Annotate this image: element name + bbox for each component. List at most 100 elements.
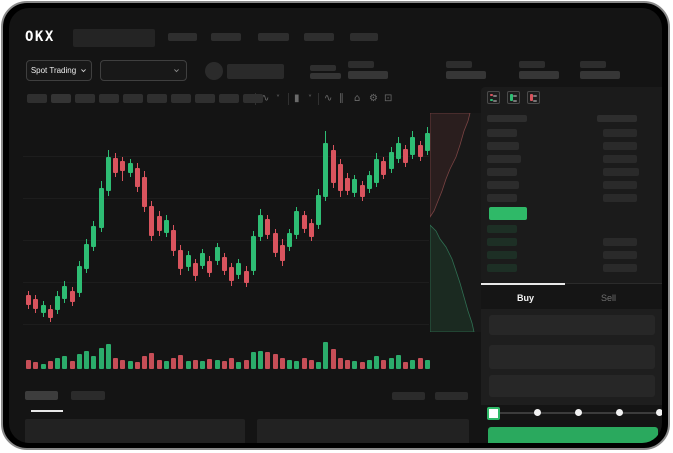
candle bbox=[424, 133, 430, 151]
placeholder-bar bbox=[580, 71, 620, 79]
candle bbox=[294, 211, 300, 235]
slider-stop-dot[interactable] bbox=[656, 409, 662, 416]
volume-bar bbox=[366, 360, 372, 369]
order-book-view-bids-icon[interactable] bbox=[507, 91, 520, 104]
bid-amount-bar bbox=[603, 238, 637, 246]
volume-bar bbox=[120, 360, 126, 369]
volume-bar bbox=[26, 360, 31, 369]
chevron-down-icon bbox=[81, 69, 87, 73]
chevron-down-icon[interactable]: ˅ bbox=[276, 94, 280, 103]
bid-price-bar bbox=[487, 264, 517, 272]
price-input[interactable] bbox=[489, 315, 655, 335]
slider-handle[interactable] bbox=[487, 407, 500, 420]
volume-bar bbox=[171, 358, 176, 369]
chart-gridline bbox=[23, 198, 429, 199]
volume-bar bbox=[91, 356, 97, 369]
candle bbox=[127, 163, 133, 173]
last-price-badge[interactable] bbox=[489, 207, 527, 220]
candle bbox=[330, 150, 336, 183]
candle bbox=[265, 219, 271, 235]
slider-stop-dot[interactable] bbox=[534, 409, 541, 416]
candle bbox=[374, 159, 379, 183]
volume-bar bbox=[250, 352, 256, 369]
placeholder-bar[interactable] bbox=[195, 94, 215, 103]
volume-bar bbox=[381, 360, 387, 369]
volume-bar bbox=[272, 354, 278, 369]
order-book-view-asks-icon[interactable] bbox=[527, 91, 540, 104]
placeholder-bar[interactable] bbox=[123, 94, 143, 103]
placeholder-bar[interactable] bbox=[99, 94, 119, 103]
candle bbox=[55, 296, 60, 310]
placeholder-bar[interactable] bbox=[51, 94, 71, 103]
amount-input[interactable] bbox=[489, 345, 655, 369]
volume-bar bbox=[316, 362, 321, 369]
volume-bar bbox=[388, 358, 394, 369]
total-input[interactable] bbox=[489, 375, 655, 397]
buy-submit-button[interactable] bbox=[488, 427, 658, 443]
candle bbox=[105, 157, 111, 191]
placeholder-bar bbox=[446, 61, 472, 68]
placeholder-bar bbox=[580, 61, 606, 68]
screenshot-icon[interactable]: ⌂ bbox=[354, 93, 361, 104]
line-chart-icon[interactable]: ∿ bbox=[261, 93, 270, 104]
placeholder-bar bbox=[350, 33, 378, 41]
placeholder-bar[interactable] bbox=[147, 94, 167, 103]
volume-bar bbox=[178, 355, 184, 369]
candle bbox=[178, 250, 184, 269]
placeholder-bar bbox=[519, 61, 545, 68]
placeholder-bar[interactable] bbox=[243, 94, 263, 103]
market-type-dropdown[interactable]: Spot Trading bbox=[26, 60, 92, 81]
slider-stop-dot[interactable] bbox=[575, 409, 582, 416]
candle bbox=[76, 266, 82, 293]
candle bbox=[156, 216, 162, 231]
candle bbox=[171, 230, 176, 251]
placeholder-bar[interactable] bbox=[75, 94, 95, 103]
placeholder-bar[interactable] bbox=[171, 94, 191, 103]
bid-price-bar bbox=[487, 238, 517, 246]
placeholder-bar bbox=[348, 61, 374, 68]
candle-type-icon[interactable]: ▮ bbox=[294, 93, 300, 104]
candle bbox=[287, 233, 292, 247]
volume-bar bbox=[134, 362, 140, 369]
candle bbox=[258, 215, 263, 237]
amount-slider[interactable] bbox=[481, 405, 662, 421]
candle bbox=[192, 263, 198, 276]
settings-gear-icon[interactable]: ⚙ bbox=[369, 93, 378, 104]
tab-buy[interactable]: Buy bbox=[517, 293, 535, 303]
volume-bar bbox=[337, 358, 343, 369]
toolbar-divider bbox=[288, 93, 289, 105]
candle bbox=[229, 267, 234, 281]
pair-selector-dropdown[interactable] bbox=[100, 60, 187, 81]
candle bbox=[33, 299, 39, 309]
volume-bar bbox=[221, 361, 227, 369]
candle bbox=[113, 158, 118, 173]
placeholder-bar bbox=[310, 65, 336, 71]
bid-price-bar bbox=[487, 251, 517, 259]
placeholder-bar bbox=[258, 33, 289, 41]
indicators-icon[interactable]: ∿ bbox=[324, 93, 333, 104]
volume-bar bbox=[62, 356, 68, 369]
placeholder-bar[interactable] bbox=[219, 94, 239, 103]
placeholder-bar bbox=[211, 33, 241, 41]
ask-amount-bar bbox=[603, 129, 637, 137]
okx-logo[interactable]: OKX bbox=[25, 29, 55, 45]
tab-sell[interactable]: Sell bbox=[601, 293, 617, 303]
volume-bar bbox=[352, 361, 358, 369]
chevron-down-icon[interactable]: ˅ bbox=[308, 94, 312, 103]
fullscreen-icon[interactable]: ⊡ bbox=[384, 93, 393, 104]
candle bbox=[214, 247, 220, 261]
volume-bar bbox=[403, 362, 408, 369]
order-book-view-both-icon[interactable] bbox=[487, 91, 500, 104]
candlestick-chart[interactable] bbox=[23, 113, 430, 338]
volume-bar bbox=[156, 360, 162, 369]
slider-stop-dot[interactable] bbox=[616, 409, 623, 416]
compare-icon[interactable]: ∥ bbox=[339, 93, 344, 104]
chart-gridline bbox=[23, 240, 429, 241]
volume-bar bbox=[200, 361, 205, 369]
ask-price-bar bbox=[487, 129, 517, 137]
chevron-down-icon bbox=[174, 69, 179, 73]
placeholder-bar[interactable] bbox=[27, 94, 47, 103]
candle bbox=[142, 177, 147, 207]
candle bbox=[134, 168, 140, 187]
